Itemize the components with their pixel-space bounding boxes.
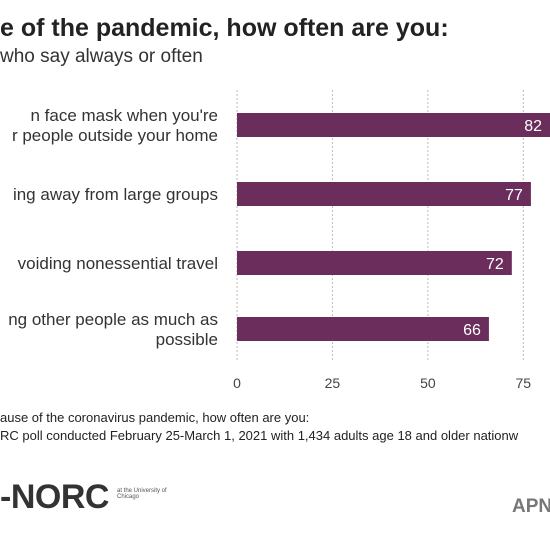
category-label: n face mask when you're — [30, 106, 218, 125]
category-label: r people outside your home — [12, 126, 218, 145]
category-label: voiding nonessential travel — [18, 254, 218, 273]
bar-3 — [237, 317, 489, 341]
bars: 82 77 72 66 — [237, 113, 550, 341]
logo-text: -NORC — [0, 478, 109, 516]
bar-chart: n face mask when you'rer people outside … — [8, 90, 550, 391]
bar-1 — [237, 182, 531, 206]
category-label: ing away from large groups — [13, 185, 218, 204]
category-label: possible — [156, 330, 218, 349]
logo-subtext: at the University of Chicago — [117, 488, 167, 500]
category-labels: n face mask when you'rer people outside … — [8, 106, 218, 349]
chart-title: e of the pandemic, how often are you: — [0, 14, 449, 42]
x-tick-label: 0 — [233, 375, 241, 391]
bar-value-label: 72 — [486, 256, 504, 273]
category-label: ng other people as much as — [8, 310, 218, 329]
apnews-logo: APN — [512, 496, 550, 517]
x-tick-label: 25 — [325, 375, 341, 391]
x-tick-label: 50 — [420, 375, 436, 391]
ap-norc-logo: -NORC at the University of Chicago — [0, 478, 200, 518]
bar-value-label: 82 — [524, 118, 542, 135]
x-tick-label: 75 — [515, 375, 531, 391]
chart-subtitle: who say always or often — [0, 46, 203, 67]
x-tick-labels: 0 25 50 75 — [233, 375, 531, 391]
bar-0 — [237, 113, 550, 137]
footnote-question: ause of the coronavirus pandemic, how of… — [0, 410, 310, 425]
bar-2 — [237, 251, 512, 275]
bar-value-label: 77 — [505, 187, 523, 204]
bar-value-label: 66 — [463, 322, 481, 339]
footnote-source: RC poll conducted February 25-March 1, 2… — [0, 428, 519, 443]
